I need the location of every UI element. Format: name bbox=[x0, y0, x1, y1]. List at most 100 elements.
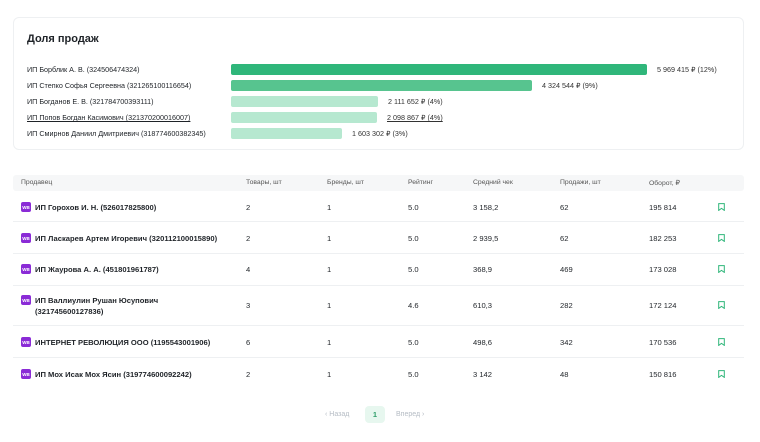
turnover-cell: 172 124 bbox=[649, 301, 677, 310]
avg-check-cell: 498,6 bbox=[473, 338, 493, 347]
goods-cell: 4 bbox=[246, 265, 251, 274]
share-value: 4 324 544 ₽ (9%) bbox=[542, 81, 598, 90]
seller-name[interactable]: ИП Жаурова А. А. (451801961787) bbox=[35, 265, 159, 274]
goods-cell: 2 bbox=[246, 370, 251, 379]
sellers-table-header: Продавец Товары, шт Бренды, шт Рейтинг С… bbox=[13, 175, 744, 191]
wb-badge-icon: WB bbox=[21, 369, 31, 379]
seller-name[interactable]: ИП Мох Исак Мох Ясин (319774600092242) bbox=[35, 370, 192, 379]
share-row: ИП Богданов Е. В. (321784700393111) 2 11… bbox=[14, 94, 743, 110]
rating-cell: 5.0 bbox=[408, 234, 419, 243]
seller-cell: WB ИП Ласкарев Артем Игоревич (320112100… bbox=[21, 233, 217, 244]
seller-cell: WB ИП Горохов И. Н. (526017825800) bbox=[21, 202, 156, 213]
goods-cell: 2 bbox=[246, 234, 251, 243]
avg-check-cell: 610,3 bbox=[473, 301, 493, 310]
seller-name[interactable]: ИП Ласкарев Артем Игоревич (320112100015… bbox=[35, 234, 218, 243]
brands-cell: 1 bbox=[327, 301, 332, 310]
avg-check-cell: 3 142 bbox=[473, 370, 493, 379]
table-row[interactable]: WB ИП Жаурова А. А. (451801961787) 4 1 5… bbox=[13, 254, 744, 286]
rating-cell: 5.0 bbox=[408, 338, 419, 347]
col-turnover-header[interactable]: Оборот, ₽ bbox=[649, 180, 680, 187]
share-value: 5 969 415 ₽ (12%) bbox=[657, 65, 717, 74]
table-row[interactable]: WB ИП Ласкарев Артем Игоревич (320112100… bbox=[13, 222, 744, 254]
brands-cell: 1 bbox=[327, 370, 332, 379]
share-row-seller-link[interactable]: ИП Попов Богдан Касимович (3213702000160… bbox=[27, 113, 191, 122]
seller-cell: WB ИП Жаурова А. А. (451801961787) bbox=[21, 264, 159, 275]
seller-name[interactable]: ИНТЕРНЕТ РЕВОЛЮЦИЯ ООО (1195543001906) bbox=[35, 338, 211, 347]
share-bar bbox=[231, 128, 342, 139]
share-row-seller: ИП Богданов Е. В. (321784700393111) bbox=[27, 97, 154, 106]
brands-cell: 1 bbox=[327, 203, 332, 212]
share-row: ИП Борблик А. В. (324506474324) 5 969 41… bbox=[14, 62, 743, 78]
goods-cell: 3 bbox=[246, 301, 251, 310]
rating-cell: 5.0 bbox=[408, 265, 419, 274]
bookmark-icon[interactable] bbox=[718, 338, 725, 346]
share-row: ИП Попов Богдан Касимович (3213702000160… bbox=[14, 110, 743, 126]
sales-cell: 342 bbox=[560, 338, 573, 347]
share-value: 1 603 302 ₽ (3%) bbox=[352, 129, 408, 138]
share-bar bbox=[231, 80, 532, 91]
avg-check-cell: 2 939,5 bbox=[473, 234, 499, 243]
share-row: ИП Смирнов Даниил Дмитриевич (3187746003… bbox=[14, 126, 743, 142]
sales-share-card: Доля продаж ИП Борблик А. В. (3245064743… bbox=[13, 17, 744, 150]
turnover-cell: 195 814 bbox=[649, 203, 677, 212]
turnover-cell: 170 536 bbox=[649, 338, 677, 347]
rating-cell: 5.0 bbox=[408, 370, 419, 379]
seller-name-line2: (321745600127836) bbox=[35, 307, 104, 316]
col-goods-header[interactable]: Товары, шт bbox=[246, 179, 282, 186]
turnover-cell: 150 816 bbox=[649, 370, 677, 379]
brands-cell: 1 bbox=[327, 265, 332, 274]
pagination: ‹ Назад 1 Вперед › bbox=[0, 406, 760, 424]
rating-cell: 4.6 bbox=[408, 301, 419, 310]
seller-cell: WB ИНТЕРНЕТ РЕВОЛЮЦИЯ ООО (1195543001906… bbox=[21, 337, 210, 348]
table-row[interactable]: WB ИП Валлиулин Рушан Юсупович (32174560… bbox=[13, 286, 744, 326]
share-bar bbox=[231, 96, 378, 107]
share-row: ИП Степко Софья Сергеевна (3212651001166… bbox=[14, 78, 743, 94]
bookmark-icon[interactable] bbox=[718, 265, 725, 273]
share-value-link[interactable]: 2 098 867 ₽ (4%) bbox=[387, 113, 443, 122]
bookmark-icon[interactable] bbox=[718, 301, 725, 309]
turnover-cell: 173 028 bbox=[649, 265, 677, 274]
seller-cell: WB ИП Валлиулин Рушан Юсупович (32174560… bbox=[21, 295, 158, 317]
turnover-cell: 182 253 bbox=[649, 234, 677, 243]
brands-cell: 1 bbox=[327, 338, 332, 347]
next-page-button[interactable]: Вперед › bbox=[396, 411, 425, 418]
goods-cell: 6 bbox=[246, 338, 251, 347]
share-row-seller: ИП Смирнов Даниил Дмитриевич (3187746003… bbox=[27, 129, 206, 138]
table-row[interactable]: WB ИП Мох Исак Мох Ясин (319774600092242… bbox=[13, 358, 744, 390]
share-value: 2 111 652 ₽ (4%) bbox=[388, 97, 443, 106]
sales-cell: 62 bbox=[560, 203, 569, 212]
col-avg-check-header[interactable]: Средний чек bbox=[473, 179, 513, 186]
bookmark-icon[interactable] bbox=[718, 203, 725, 211]
table-row[interactable]: WB ИНТЕРНЕТ РЕВОЛЮЦИЯ ООО (1195543001906… bbox=[13, 326, 744, 358]
wb-badge-icon: WB bbox=[21, 233, 31, 243]
col-seller-header[interactable]: Продавец bbox=[21, 179, 53, 186]
wb-badge-icon: WB bbox=[21, 202, 31, 212]
sales-cell: 62 bbox=[560, 234, 569, 243]
sales-cell: 48 bbox=[560, 370, 569, 379]
sales-cell: 282 bbox=[560, 301, 573, 310]
col-brands-header[interactable]: Бренды, шт bbox=[327, 179, 364, 186]
share-bar bbox=[231, 112, 377, 123]
bookmark-icon[interactable] bbox=[718, 234, 725, 242]
share-row-seller: ИП Борблик А. В. (324506474324) bbox=[27, 65, 140, 74]
current-page-button[interactable]: 1 bbox=[365, 406, 385, 423]
col-sales-header[interactable]: Продажи, шт bbox=[560, 179, 601, 186]
share-bar bbox=[231, 64, 647, 75]
rating-cell: 5.0 bbox=[408, 203, 419, 212]
seller-name[interactable]: ИП Горохов И. Н. (526017825800) bbox=[35, 203, 157, 212]
table-row[interactable]: WB ИП Горохов И. Н. (526017825800) 2 1 5… bbox=[13, 191, 744, 222]
brands-cell: 1 bbox=[327, 234, 332, 243]
sales-share-title: Доля продаж bbox=[27, 33, 99, 45]
share-row-seller: ИП Степко Софья Сергеевна (3212651001166… bbox=[27, 81, 192, 90]
wb-badge-icon: WB bbox=[21, 295, 31, 305]
wb-badge-icon: WB bbox=[21, 264, 31, 274]
sales-cell: 469 bbox=[560, 265, 573, 274]
wb-badge-icon: WB bbox=[21, 337, 31, 347]
seller-cell: WB ИП Мох Исак Мох Ясин (319774600092242… bbox=[21, 369, 192, 380]
bookmark-icon[interactable] bbox=[718, 370, 725, 378]
goods-cell: 2 bbox=[246, 203, 251, 212]
seller-name[interactable]: ИП Валлиулин Рушан Юсупович (32174560012… bbox=[35, 295, 158, 317]
prev-page-button[interactable]: ‹ Назад bbox=[325, 411, 350, 418]
avg-check-cell: 3 158,2 bbox=[473, 203, 499, 212]
col-rating-header[interactable]: Рейтинг bbox=[408, 179, 433, 186]
